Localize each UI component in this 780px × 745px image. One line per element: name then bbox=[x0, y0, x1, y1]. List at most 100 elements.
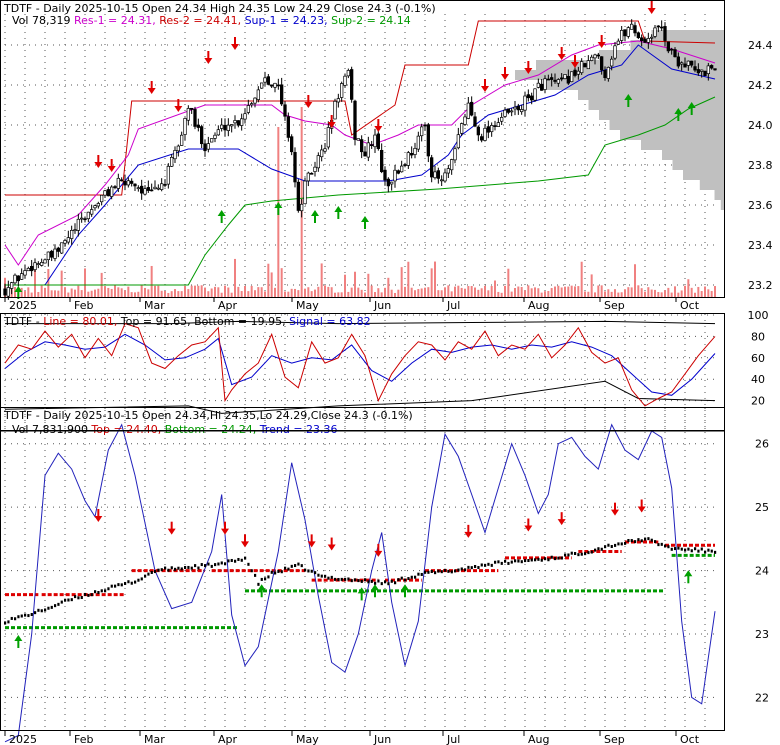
trend-price-mark bbox=[94, 590, 97, 594]
volume-profile-bar bbox=[662, 150, 725, 160]
trend-price-mark bbox=[377, 579, 380, 583]
candle-body bbox=[216, 129, 220, 136]
candle-body bbox=[150, 189, 154, 192]
candle-body bbox=[370, 144, 374, 147]
volume-bar bbox=[207, 291, 210, 297]
volume-bar bbox=[137, 291, 140, 297]
buy-arrow-head bbox=[274, 202, 283, 208]
candle-body bbox=[153, 186, 157, 190]
trend-price-mark bbox=[137, 578, 140, 582]
trend-price-mark bbox=[694, 547, 697, 551]
candle-body bbox=[626, 27, 630, 37]
volume-bar bbox=[574, 286, 576, 297]
sell-arrow-head bbox=[597, 42, 606, 48]
trend-price-mark bbox=[160, 568, 163, 572]
trend-subtitle-part-2: Bottom = 24.24, bbox=[161, 423, 256, 436]
volume-bar bbox=[27, 287, 30, 297]
buy-arrow-head bbox=[357, 587, 366, 594]
candle-body bbox=[396, 170, 400, 174]
oscillator-y-tick-label: 100 bbox=[748, 309, 769, 322]
candle-body bbox=[610, 58, 614, 67]
trend-price-mark bbox=[604, 545, 607, 549]
oscillator-title: TDTF - Line = 80.01, Top = 91.65, Bottom… bbox=[3, 315, 371, 328]
sell-arrow-head bbox=[571, 62, 579, 68]
trend-price-mark bbox=[444, 568, 447, 572]
oscillator-title-part-3: Bottom = 19.95, bbox=[191, 315, 286, 328]
price-chart-subtitle: Vol 78,319 Res-1 = 24.31, Res-2 = 24.41,… bbox=[12, 14, 411, 27]
panel-frames bbox=[0, 0, 725, 731]
volume-bar bbox=[157, 285, 160, 297]
volume-bar bbox=[704, 286, 706, 297]
volume-bar bbox=[550, 288, 553, 297]
candle-body bbox=[593, 54, 597, 59]
volume-bar bbox=[197, 285, 200, 297]
price-y-tick-label: 23.8 bbox=[748, 159, 773, 172]
volume-bar bbox=[94, 289, 96, 297]
trend-x-tick-label: Feb bbox=[74, 733, 93, 745]
candle-body bbox=[520, 109, 524, 113]
trend-price-mark bbox=[110, 584, 113, 588]
trend-price-mark bbox=[294, 564, 297, 568]
candle-body bbox=[100, 194, 104, 203]
trend-price-mark bbox=[297, 562, 300, 566]
candle-body bbox=[170, 157, 174, 167]
volume-bar bbox=[510, 291, 513, 297]
trend-price-mark bbox=[637, 538, 640, 542]
trend-price-mark bbox=[280, 570, 283, 574]
price-x-tick-label: Aug bbox=[528, 299, 549, 312]
trend-price-mark bbox=[550, 555, 553, 559]
candle-body bbox=[133, 183, 137, 187]
price-chart-title: TDTF - Daily 2025-10-15 Open 24.34 High … bbox=[3, 2, 436, 15]
candle-body bbox=[646, 38, 650, 43]
buy-arrow-head bbox=[624, 94, 633, 100]
volume-bar bbox=[37, 292, 40, 297]
candle-body bbox=[276, 84, 280, 87]
price-subtitle-part-3: Sup-1 = 24.23, bbox=[241, 14, 328, 27]
candle-body bbox=[260, 82, 264, 89]
trend-panel: 26 25 24 23 22 2025 Feb Mar Apr May Jun Jul Aug Sep O… bbox=[3, 408, 769, 745]
price-y-tick-label: 24.4 bbox=[748, 39, 773, 52]
volume-bar bbox=[527, 285, 530, 297]
candle-body bbox=[313, 166, 317, 172]
volume-bar bbox=[474, 287, 476, 297]
trend-price-mark bbox=[210, 564, 213, 568]
trend-price-mark bbox=[660, 542, 663, 546]
volume-bar bbox=[240, 291, 243, 297]
trend-price-mark bbox=[140, 577, 143, 581]
volume-profile-bar bbox=[546, 80, 725, 90]
candle-body bbox=[223, 124, 227, 131]
trend-price-mark bbox=[227, 559, 230, 563]
volume-bar bbox=[540, 292, 543, 297]
volume-bar bbox=[237, 286, 240, 297]
volume-bar bbox=[640, 288, 643, 297]
trend-price-mark bbox=[330, 575, 333, 579]
trend-price-mark bbox=[590, 550, 593, 554]
candle-body bbox=[270, 84, 274, 87]
candle-body bbox=[566, 75, 570, 84]
trend-price-mark bbox=[350, 579, 353, 583]
candle-body bbox=[240, 118, 244, 126]
trend-price-mark bbox=[47, 606, 50, 610]
trend-price-mark bbox=[54, 604, 57, 608]
oscillator-panel: 100 80 60 40 20 TDTF - Line = 80.01, Top = 9… bbox=[3, 309, 769, 430]
volume-bar bbox=[67, 292, 70, 297]
trend-price-mark bbox=[177, 566, 180, 570]
candle-body bbox=[630, 23, 634, 30]
trend-price-mark bbox=[247, 562, 250, 566]
volume-bar bbox=[150, 265, 153, 297]
volume-bar bbox=[637, 285, 640, 297]
volume-bar bbox=[24, 291, 26, 297]
volume-bar bbox=[707, 289, 710, 297]
volume-bar bbox=[450, 291, 453, 297]
trend-price-mark bbox=[674, 547, 677, 551]
price-x-tick-label: Apr bbox=[218, 299, 238, 312]
volume-bar bbox=[667, 287, 670, 297]
candle-body bbox=[183, 118, 187, 135]
trend-price-mark bbox=[24, 613, 27, 617]
oscillator-signal-line bbox=[4, 333, 716, 396]
volume-bar bbox=[407, 261, 410, 297]
volume-bar bbox=[384, 287, 386, 297]
price-y-tick-label: 23.6 bbox=[748, 199, 773, 212]
candle-body bbox=[656, 25, 660, 28]
volume-bar bbox=[700, 291, 703, 297]
